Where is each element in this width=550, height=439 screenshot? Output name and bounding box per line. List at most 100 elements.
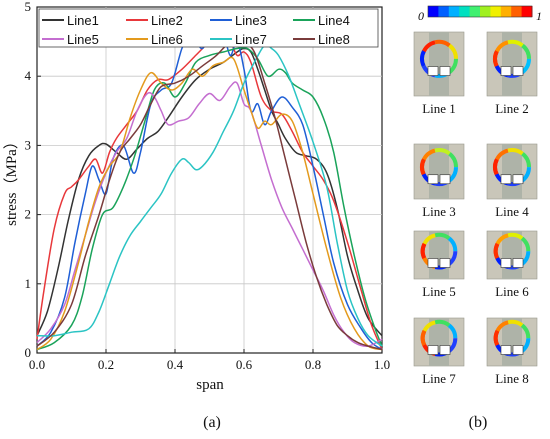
stress-arc-segment xyxy=(493,242,500,259)
thumbnail-label: Line 3 xyxy=(422,204,456,219)
stress-arc-segment xyxy=(434,319,451,327)
node-marker-right xyxy=(512,66,524,76)
node-marker-left xyxy=(427,345,439,355)
stress-arc-segment xyxy=(447,323,458,339)
node-marker-left xyxy=(500,66,512,76)
stress-arc-segment xyxy=(521,152,532,168)
legend-label-7: Line7 xyxy=(235,32,267,47)
node-marker-right xyxy=(439,66,451,76)
stress-thumbnail-5: Line 5 xyxy=(413,230,465,299)
stress-arc-segment xyxy=(507,39,524,48)
thumbnail-grid: Line 1 Line 2 Line 3 Line 4 Line 5 Line 6 Line… xyxy=(413,31,538,386)
x-tick-label: 0.2 xyxy=(98,357,114,372)
stress-thumbnail-8: Line 8 xyxy=(486,317,538,386)
colorbar xyxy=(427,5,533,18)
stress-arc-segment xyxy=(434,39,451,48)
node-marker-left xyxy=(500,174,512,185)
thumbnail-column xyxy=(429,32,449,96)
stress-thumbnail-1: Line 1 xyxy=(413,31,465,116)
stress-arc-segment xyxy=(521,43,532,60)
node-marker-right xyxy=(439,174,451,185)
colorbar-segment xyxy=(438,6,450,17)
legend-label-4: Line4 xyxy=(318,13,350,28)
node-marker-left xyxy=(427,174,439,185)
stress-arc-segment xyxy=(507,148,524,156)
legend-label-2: Line2 xyxy=(151,13,183,28)
thumbnail-label: Line 8 xyxy=(495,371,529,386)
x-tick-label: 0.4 xyxy=(167,357,184,372)
node-marker-right xyxy=(439,258,451,268)
x-tick-label: 0.0 xyxy=(29,357,45,372)
colorbar-segment xyxy=(428,6,439,17)
y-tick-label: 0 xyxy=(25,345,32,360)
series-line-6 xyxy=(36,56,383,351)
colorbar-max-label: 1 xyxy=(536,9,542,23)
colorbar-frame xyxy=(427,5,533,18)
series-line-4 xyxy=(36,46,383,351)
stress-thumbnail-2: Line 2 xyxy=(486,31,538,116)
node-marker-right xyxy=(512,258,524,268)
thumbnail-column xyxy=(502,32,522,96)
colorbar-segment xyxy=(469,6,481,17)
stress-thumbnail-3: Line 3 xyxy=(413,143,465,219)
stress-arc-segment xyxy=(448,152,459,168)
stress-distribution-panel: 0 1 Line 1 Line 2 Line 3 Line 4 Line 5 Line 6… xyxy=(413,5,542,386)
axis-ticks: 0.0 0.2 0.4 0.6 0.8 1.0 0 1 2 3 4 5 xyxy=(25,0,391,372)
thumbnail-label: Line 7 xyxy=(422,371,456,386)
stress-arc-segment xyxy=(507,319,524,327)
y-axis-label: stress（MPa） xyxy=(3,134,20,226)
node-marker-right xyxy=(439,345,451,355)
colorbar-segment xyxy=(521,6,533,17)
thumbnail-label: Line 4 xyxy=(495,204,529,219)
stress-line-chart: 0.0 0.2 0.4 0.6 0.8 1.0 0 1 2 3 4 5 Line1 Line2 Line3… xyxy=(3,0,390,393)
stress-arc-segment xyxy=(420,242,427,259)
node-marker-left xyxy=(427,258,439,268)
thumbnail-label: Line 6 xyxy=(495,284,529,299)
legend-label-6: Line6 xyxy=(151,32,183,47)
stress-arc-segment xyxy=(420,329,427,346)
y-tick-label: 1 xyxy=(25,276,32,291)
stress-arc-segment xyxy=(520,236,531,252)
stress-arc-segment xyxy=(447,236,458,252)
colorbar-segment xyxy=(500,6,512,17)
stress-arc-segment xyxy=(448,43,459,60)
stress-thumbnail-6: Line 6 xyxy=(486,230,538,299)
stress-arc-segment xyxy=(493,329,500,346)
thumbnail-label: Line 5 xyxy=(422,284,456,299)
panel-b-label: (b) xyxy=(469,414,488,431)
y-tick-label: 2 xyxy=(25,207,32,222)
stress-thumbnail-4: Line 4 xyxy=(486,143,538,219)
stress-arc-segment xyxy=(420,50,426,67)
colorbar-segment xyxy=(480,6,491,17)
colorbar-min-label: 0 xyxy=(418,9,424,23)
node-marker-left xyxy=(427,66,439,76)
node-marker-left xyxy=(500,258,512,268)
panel-a-label: (a) xyxy=(203,414,221,431)
thumbnail-label: Line 2 xyxy=(495,101,529,116)
legend: Line1 Line2 Line3 Line4 Line5 Line6 Line7 Line8 xyxy=(38,8,379,48)
legend-box xyxy=(38,8,379,48)
stress-arc-segment xyxy=(434,232,451,240)
stress-arc-segment xyxy=(493,50,499,67)
node-marker-right xyxy=(512,345,524,355)
node-marker-right xyxy=(512,174,524,185)
stress-arc-segment xyxy=(493,158,499,176)
x-axis-label: span xyxy=(196,377,224,393)
colorbar-segment xyxy=(511,6,523,17)
x-tick-label: 1.0 xyxy=(374,357,390,372)
colorbar-segment xyxy=(490,6,502,17)
node-marker-left xyxy=(500,345,512,355)
legend-label-5: Line5 xyxy=(67,32,99,47)
thumbnail-label: Line 1 xyxy=(422,101,456,116)
y-tick-label: 3 xyxy=(25,137,32,152)
legend-label-3: Line3 xyxy=(235,13,267,28)
x-tick-label: 0.8 xyxy=(305,357,321,372)
colorbar-segment xyxy=(448,6,460,17)
y-tick-label: 5 xyxy=(25,0,32,14)
series-line-7 xyxy=(36,43,383,347)
stress-arc-segment xyxy=(420,158,426,176)
stress-arc-segment xyxy=(434,148,451,156)
y-tick-label: 4 xyxy=(25,68,32,83)
colorbar-segment xyxy=(459,6,471,17)
